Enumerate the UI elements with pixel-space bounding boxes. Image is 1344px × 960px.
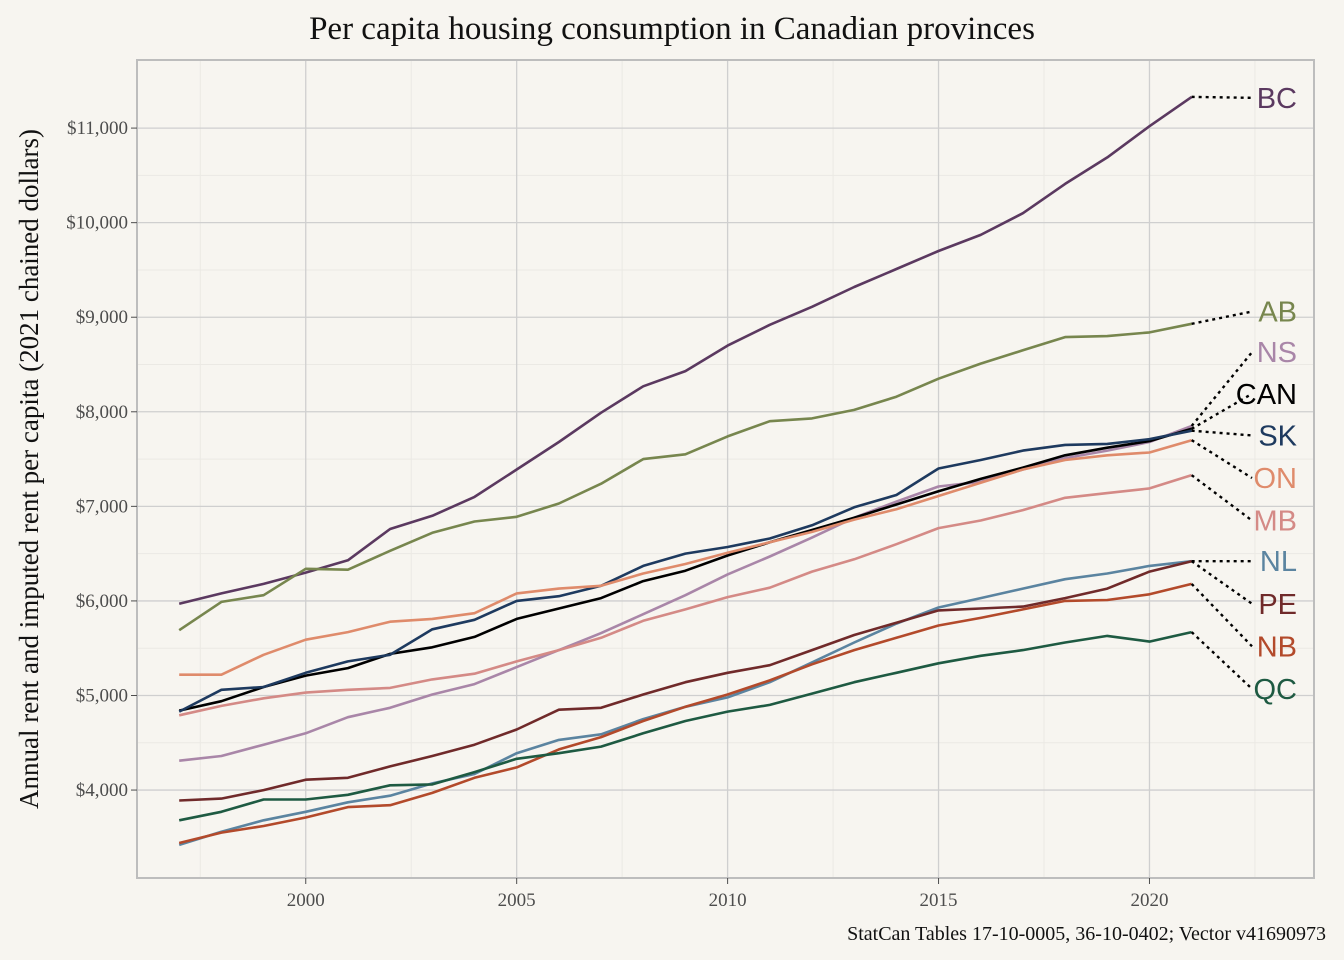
plot-frame [136,59,1315,879]
x-tick-label: 2015 [920,890,958,911]
y-tick-label: $6,000 [76,591,128,612]
label-connector-ns [1190,351,1253,427]
series-label-pe: PE [1258,589,1297,621]
label-connector-nb [1190,583,1253,648]
series-label-ab: AB [1258,297,1297,329]
series-lines [178,95,1193,847]
series-line-nb [178,582,1193,845]
series-label-qc: QC [1254,674,1298,706]
series-labels: BC AB NS CAN SK ON MB NL PE NB QC [1236,83,1298,706]
label-connector-sk [1191,429,1253,437]
y-tick-label: $11,000 [67,118,128,139]
x-tick-label: 2020 [1130,890,1168,911]
source-caption: StatCan Tables 17-10-0005, 36-10-0402; V… [847,923,1326,945]
label-connector-bc [1191,95,1253,100]
series-label-bc: BC [1257,83,1297,115]
x-tick-label: 2010 [709,890,747,911]
y-tick-label: $4,000 [76,780,128,801]
series-label-sk: SK [1258,420,1297,452]
series-label-nl: NL [1260,546,1297,578]
label-connector-pe [1190,560,1253,605]
label-connector-mb [1190,474,1253,522]
chart-title: Per capita housing consumption in Canadi… [309,11,1035,47]
label-connector-can [1191,392,1253,430]
series-line-ab [178,322,1192,632]
y-tick-label: $5,000 [76,685,128,706]
series-label-ns: NS [1257,337,1297,369]
series-label-mb: MB [1254,506,1298,538]
y-tick-label: $10,000 [66,213,128,234]
x-tick-label: 2000 [287,890,325,911]
series-line-bc [178,95,1193,606]
x-tick-label: 2005 [498,890,536,911]
label-connector-on [1191,439,1253,480]
label-connector-ab [1191,310,1253,326]
series-line-mb [178,473,1193,717]
y-axis-label: Annual rent and imputed rent per capita … [14,129,44,809]
series-line-can [178,427,1193,712]
series-line-sk [178,429,1192,713]
y-tick-label: $8,000 [76,402,128,423]
y-tick-label: $9,000 [76,307,128,328]
series-line-qc [178,630,1192,822]
axis-ticks: $4,000 $5,000 $6,000 $7,000 $8,000 $9,000 $10,… [66,118,1168,911]
y-tick-label: $7,000 [76,496,128,517]
series-label-on: ON [1254,463,1298,495]
series-line-pe [179,559,1193,802]
series-label-can: CAN [1236,379,1297,411]
series-line-on [179,438,1193,677]
series-label-nb: NB [1257,631,1297,663]
label-connectors [1190,95,1253,690]
